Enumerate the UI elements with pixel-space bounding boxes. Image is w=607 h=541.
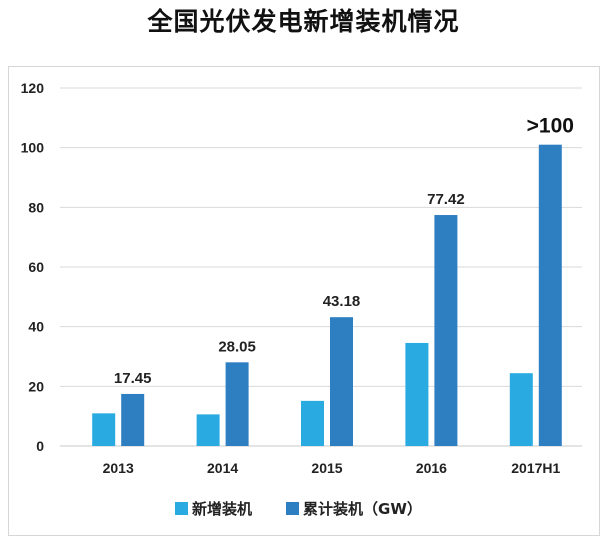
chart-title: 全国光伏发电新增装机情况	[147, 7, 460, 36]
x-tick-label: 2015	[311, 460, 342, 476]
legend-label-new: 新增装机	[192, 500, 252, 518]
y-axis: 0 20 40 60 80 100 120	[21, 80, 45, 454]
y-tick-label: 80	[28, 199, 44, 215]
bar-new-installed	[92, 413, 116, 446]
y-tick-label: 20	[28, 378, 44, 394]
bar-cumulative-installed	[538, 144, 562, 446]
gridlines	[60, 87, 582, 447]
legend-swatch-cumulative	[286, 502, 299, 515]
data-labels: 17.45 28.05 43.18 77.42 >100	[114, 115, 574, 387]
bar-new-installed	[405, 342, 429, 446]
y-tick-label: 60	[28, 259, 44, 275]
bar-cumulative-installed	[225, 362, 249, 446]
y-tick-label: 100	[21, 140, 45, 156]
y-tick-label: 0	[36, 438, 44, 454]
data-label: 28.05	[218, 338, 256, 355]
bar-cumulative-installed	[434, 215, 458, 446]
bars	[92, 144, 562, 446]
data-label: 43.18	[323, 293, 361, 310]
bar-new-installed	[196, 414, 220, 446]
chart-frame	[8, 66, 600, 536]
data-label: 17.45	[114, 370, 152, 387]
data-label: 77.42	[427, 191, 465, 208]
legend-label-cumulative: 累计装机（GW）	[303, 500, 422, 518]
bar-new-installed	[509, 373, 533, 446]
y-tick-label: 40	[28, 319, 44, 335]
x-tick-label: 2014	[207, 460, 238, 476]
x-tick-label: 2016	[416, 460, 447, 476]
bar-new-installed	[301, 400, 324, 446]
x-axis: 2013 2014 2015 2016 2017H1	[103, 460, 561, 476]
bar-cumulative-installed	[330, 317, 353, 446]
x-tick-label: 2013	[103, 460, 134, 476]
y-tick-label: 120	[21, 80, 45, 96]
data-label: >100	[527, 115, 574, 138]
legend: 新增装机 累计装机（GW）	[175, 500, 422, 518]
legend-swatch-new	[175, 502, 188, 515]
x-tick-label: 2017H1	[511, 460, 560, 476]
bar-cumulative-installed	[121, 393, 145, 446]
